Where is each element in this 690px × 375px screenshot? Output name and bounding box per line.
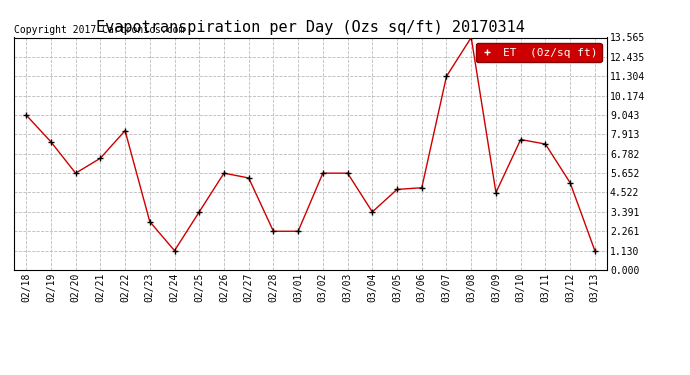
Text: Copyright 2017 Cartronics.com: Copyright 2017 Cartronics.com <box>14 25 184 35</box>
Title: Evapotranspiration per Day (Ozs sq/ft) 20170314: Evapotranspiration per Day (Ozs sq/ft) 2… <box>96 20 525 35</box>
Legend: ET  (0z/sq ft): ET (0z/sq ft) <box>476 43 602 62</box>
